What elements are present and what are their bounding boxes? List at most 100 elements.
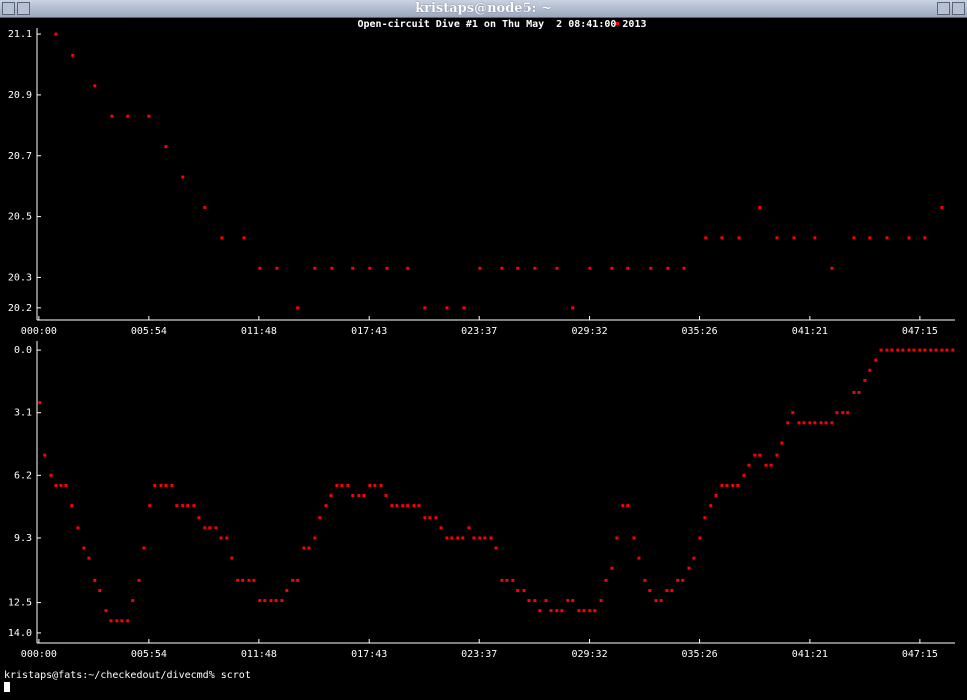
- data-point: [582, 609, 586, 613]
- legend-key: [616, 22, 619, 25]
- terminal-cursor: [4, 682, 10, 692]
- data-point: [379, 483, 383, 487]
- data-point: [71, 53, 75, 57]
- data-point: [769, 463, 773, 467]
- data-point: [423, 516, 427, 520]
- data-point: [819, 421, 823, 425]
- y-tick-label: 20.9: [8, 90, 32, 101]
- data-point: [775, 236, 779, 240]
- data-point: [797, 421, 801, 425]
- y-tick-label: 20.7: [8, 151, 32, 162]
- data-point: [588, 266, 592, 270]
- y-tick-label: 20.3: [8, 272, 32, 283]
- data-point: [247, 578, 251, 582]
- data-point: [918, 348, 922, 352]
- data-point: [709, 504, 713, 508]
- data-point: [934, 348, 938, 352]
- x-tick-label: 011:48: [241, 649, 277, 660]
- data-point: [76, 526, 80, 530]
- x-tick-label: 047:15: [902, 649, 938, 660]
- data-point: [704, 236, 708, 240]
- data-point: [687, 566, 691, 570]
- data-point: [263, 599, 267, 603]
- x-tick-label: 005:54: [131, 649, 167, 660]
- data-point: [93, 578, 97, 582]
- data-point: [599, 599, 603, 603]
- data-point: [505, 578, 509, 582]
- data-point: [830, 421, 834, 425]
- data-point: [698, 536, 702, 540]
- y-tick-label: 0.0: [14, 345, 32, 356]
- data-point: [164, 483, 168, 487]
- x-tick-label: 047:15: [902, 326, 938, 337]
- data-point: [945, 348, 949, 352]
- data-point: [302, 546, 306, 550]
- data-point: [406, 266, 410, 270]
- data-point: [643, 578, 647, 582]
- data-point: [560, 609, 564, 613]
- data-point: [802, 421, 806, 425]
- data-point: [412, 504, 416, 508]
- data-point: [566, 599, 570, 603]
- data-point: [626, 504, 630, 508]
- data-point: [666, 266, 670, 270]
- data-point: [874, 358, 878, 362]
- data-point: [896, 348, 900, 352]
- window-titlebar: kristaps@node5: ~: [0, 0, 967, 18]
- terminal-prompt: kristaps@fats:~/checkedout/divecmd% scro…: [4, 670, 251, 681]
- data-point: [857, 391, 861, 395]
- data-point: [417, 504, 421, 508]
- data-point: [907, 348, 911, 352]
- data-point: [610, 566, 614, 570]
- window-minimize-button[interactable]: [937, 2, 950, 15]
- data-point: [682, 266, 686, 270]
- y-tick-label: 14.0: [8, 628, 32, 639]
- data-point: [186, 504, 190, 508]
- data-point: [692, 556, 696, 560]
- data-point: [148, 504, 152, 508]
- data-point: [258, 266, 262, 270]
- window-maximize-button[interactable]: [952, 2, 965, 15]
- data-point: [489, 536, 493, 540]
- data-point: [153, 483, 157, 487]
- data-point: [335, 483, 339, 487]
- window-menu-button[interactable]: [2, 2, 15, 15]
- data-point: [737, 236, 741, 240]
- data-point: [852, 236, 856, 240]
- data-point: [87, 556, 91, 560]
- x-tick-label: 000:00: [21, 326, 57, 337]
- data-point: [775, 453, 779, 457]
- data-point: [203, 526, 207, 530]
- data-point: [340, 483, 344, 487]
- data-point: [59, 483, 63, 487]
- data-point: [649, 266, 653, 270]
- data-point: [241, 578, 245, 582]
- x-tick-label: 035:26: [681, 326, 717, 337]
- data-point: [516, 266, 520, 270]
- data-point: [681, 578, 685, 582]
- data-point: [742, 473, 746, 477]
- data-point: [500, 266, 504, 270]
- data-point: [445, 536, 449, 540]
- x-tick-label: 017:43: [351, 649, 387, 660]
- chart-title: Open-circuit Dive #1 on Thu May 2 08:41:…: [358, 18, 647, 30]
- data-point: [175, 504, 179, 508]
- data-point: [885, 348, 889, 352]
- data-point: [764, 463, 768, 467]
- data-point: [753, 453, 757, 457]
- x-tick-label: 000:00: [21, 649, 57, 660]
- data-point: [610, 266, 614, 270]
- data-point: [571, 599, 575, 603]
- data-point: [846, 411, 850, 415]
- data-point: [835, 411, 839, 415]
- data-point: [571, 306, 575, 310]
- window-close-button[interactable]: [17, 2, 30, 15]
- data-point: [131, 599, 135, 603]
- data-point: [362, 494, 366, 498]
- data-point: [544, 599, 548, 603]
- data-point: [368, 483, 372, 487]
- data-point: [467, 526, 471, 530]
- data-point: [192, 504, 196, 508]
- data-point: [230, 556, 234, 560]
- data-point: [307, 546, 311, 550]
